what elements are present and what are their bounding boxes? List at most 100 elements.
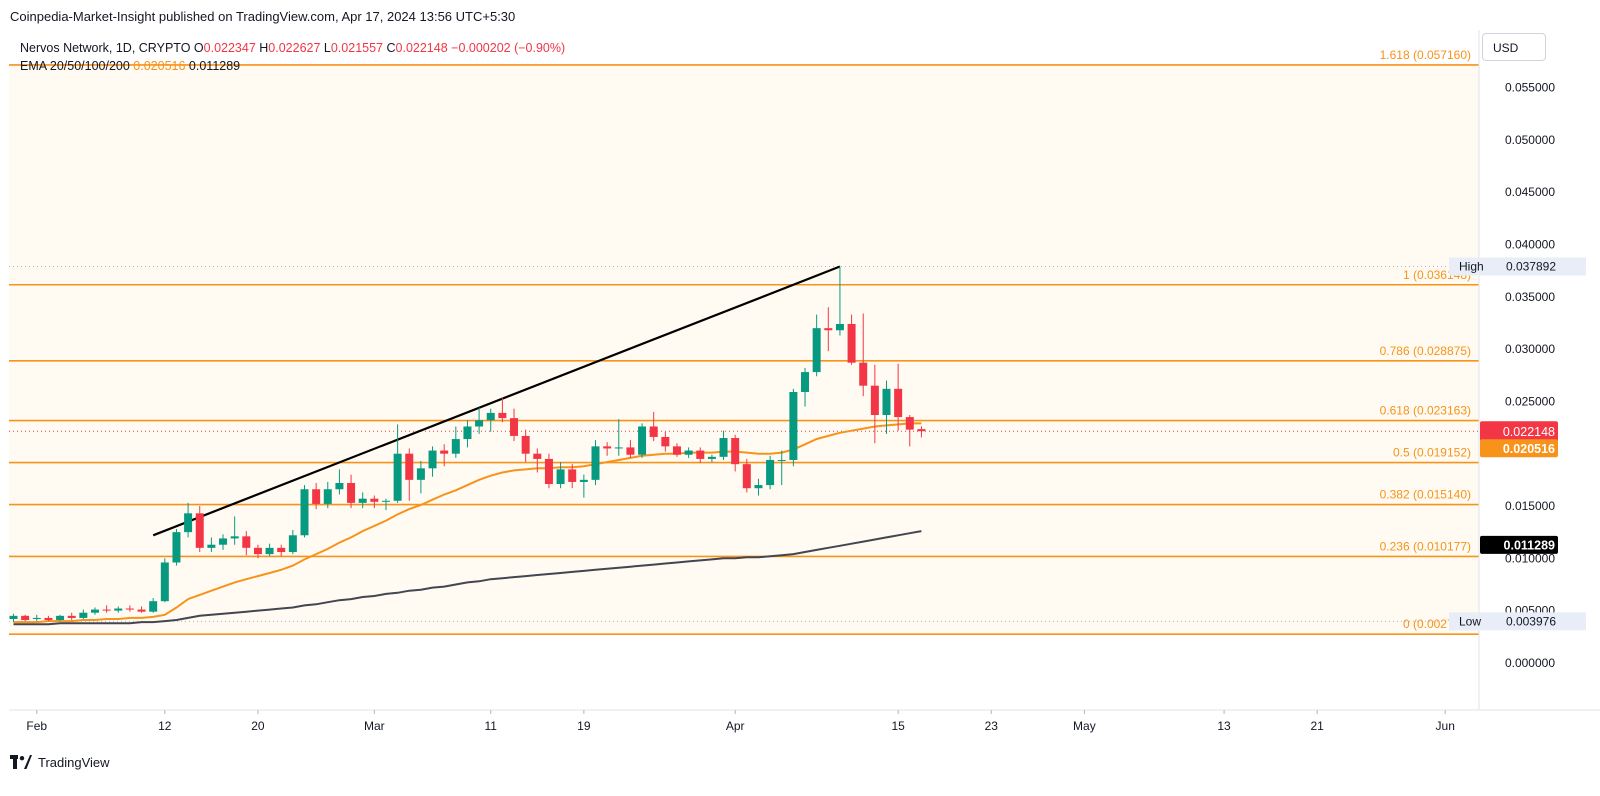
trendline: [152, 265, 841, 537]
candle-body: [335, 482, 344, 490]
candle-body: [684, 450, 693, 455]
price-tick-label: 0.040000: [1505, 237, 1555, 251]
chart-legend: Nervos Network, 1D, CRYPTO O0.022347 H0.…: [20, 39, 565, 75]
extreme-marker-bg: [1449, 257, 1586, 276]
candle-body: [556, 469, 565, 485]
currency-button[interactable]: USD: [1482, 33, 1546, 61]
candle-body: [475, 420, 484, 427]
candle-body: [21, 615, 30, 621]
legend-low-value: 0.021557: [330, 41, 384, 55]
candle-body: [451, 439, 460, 454]
candle-body: [847, 323, 856, 363]
candle-body: [859, 362, 868, 386]
legend-ema-value-fast: 0.020516: [133, 59, 186, 73]
candle-body: [288, 535, 297, 553]
candle-body: [463, 426, 472, 440]
legend-row-ema: EMA 20/50/100/200 0.020516 0.011289: [20, 57, 565, 75]
ema-price-marker-bg: [1480, 535, 1558, 554]
candle-body: [9, 615, 18, 619]
candle-body: [312, 489, 321, 504]
candle-body: [79, 612, 88, 618]
price-tick-label: 0.025000: [1505, 394, 1555, 408]
price-tick-label: 0.055000: [1505, 81, 1555, 95]
candle-body: [905, 417, 914, 430]
time-tick-label: Feb: [26, 719, 47, 733]
candle-body: [742, 464, 751, 489]
legend-low-label: L: [323, 41, 331, 55]
candle-body: [393, 453, 402, 501]
candle-body: [207, 544, 216, 548]
price-tick-label: 0.045000: [1505, 185, 1555, 199]
price-tick-label: 0.010000: [1505, 551, 1555, 565]
fib-levels-layer: [9, 64, 1479, 635]
time-tick-label: Apr: [726, 719, 745, 733]
legend-symbol: Nervos Network, 1D, CRYPTO: [20, 41, 191, 55]
candle-body: [510, 418, 519, 436]
ema-fast-line: [13, 422, 922, 624]
time-tick-label: 21: [1311, 719, 1325, 733]
time-tick-label: 19: [577, 719, 591, 733]
candle-body: [754, 485, 763, 489]
candle-body: [428, 450, 437, 469]
candle-body: [568, 469, 577, 482]
time-axis: Feb 12 20 Mar 11 19 Apr 15 23 May 13 21 Jun: [9, 709, 1600, 742]
candle-body: [603, 446, 612, 449]
legend-open-value: 0.022347: [203, 41, 256, 55]
price-tick-label: 0.000000: [1505, 656, 1555, 670]
candle-body: [405, 453, 414, 480]
candle-body: [323, 489, 332, 504]
time-tick-label: 11: [485, 719, 498, 733]
candle-body: [149, 601, 158, 612]
fib-label: 0.236 (0.010177): [1380, 539, 1471, 553]
candle-body: [56, 615, 65, 621]
candle-body: [265, 547, 274, 555]
candle-body: [358, 498, 367, 503]
legend-open-label: O: [193, 41, 204, 55]
price-tick-label: 0.035000: [1505, 290, 1555, 304]
candle-body: [102, 609, 111, 611]
candle-body: [835, 323, 844, 331]
fib-fill-layer: [9, 64, 1479, 635]
candle-body: [347, 482, 356, 503]
chart-area[interactable]: 0 (0.002757) 0.236 (0.010177) 0.382 (0.015…: [9, 30, 1600, 742]
candle-body: [172, 532, 181, 563]
candle-body: [44, 617, 53, 621]
time-tick-label: 15: [891, 719, 905, 733]
time-tick-label: 13: [1217, 719, 1231, 733]
time-tick-label: Jun: [1436, 719, 1455, 733]
time-tick-label: 23: [985, 719, 999, 733]
price-chart[interactable]: 0 (0.002757)0.236 (0.010177)0.382 (0.015…: [9, 30, 1600, 742]
legend-high-value: 0.022627: [268, 41, 321, 55]
candle-body: [242, 536, 251, 548]
last-price-value: 0.022148: [1503, 425, 1555, 439]
price-tick-label: 0.030000: [1505, 342, 1555, 356]
candle-body: [894, 388, 903, 418]
legend-high-label: H: [259, 41, 269, 55]
candle-body: [440, 450, 449, 454]
legend-close-value: 0.022148: [395, 41, 448, 55]
candle-body: [160, 562, 169, 602]
extreme-marker-tag: Low: [1459, 614, 1481, 628]
ema-slow-line: [13, 530, 922, 626]
candle-body: [32, 617, 41, 619]
candle-body: [766, 459, 775, 486]
candle-body: [870, 385, 879, 415]
legend-ema-value-slow: 0.011289: [188, 59, 241, 73]
candle-body: [370, 498, 379, 502]
candle-body: [498, 412, 507, 419]
candle-body: [696, 450, 705, 459]
candle-body: [90, 609, 99, 613]
fib-band-fill: [9, 64, 1479, 635]
extreme-marker-value: 0.003976: [1506, 614, 1556, 628]
candle-body: [812, 328, 821, 373]
extreme-marker-value: 0.037892: [1506, 260, 1556, 274]
time-tick-label: 20: [251, 719, 265, 733]
candle-body: [544, 458, 553, 485]
candle-body: [253, 547, 262, 555]
candle-body: [719, 438, 728, 457]
candle-body: [67, 615, 76, 618]
candle-body: [801, 372, 810, 392]
legend-ema-label: EMA 20/50/100/200: [20, 59, 130, 73]
candle-body: [579, 479, 588, 482]
fib-label: 1.618 (0.057160): [1380, 48, 1471, 62]
